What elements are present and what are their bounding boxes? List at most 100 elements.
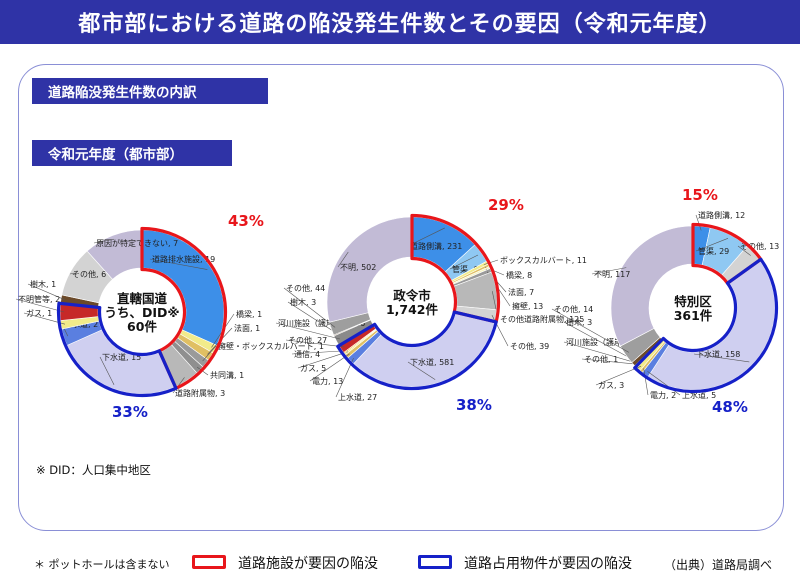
leader-line: [695, 214, 702, 231]
slice-label: その他, 1: [584, 354, 618, 364]
slice-label: その他道路附属物, 125: [500, 314, 584, 324]
leader-line: [15, 298, 65, 313]
occupancy-outline: [56, 301, 178, 398]
center-label: 直轄国道: [117, 291, 168, 306]
leader-line: [591, 267, 627, 275]
leader-line: [291, 350, 348, 355]
slice-label: 共同溝, 1: [210, 370, 244, 380]
leader-line: [563, 341, 639, 364]
slice-label: 道路側溝, 12: [698, 210, 745, 220]
slice-label: その他, 27: [288, 335, 327, 345]
slice-label: 法面, 1: [234, 323, 260, 333]
leader-line: [337, 251, 349, 268]
leader-line: [563, 321, 637, 362]
leader-line: [407, 361, 436, 380]
leader-line: [483, 259, 499, 265]
slice-label: 不明管等, 2: [18, 294, 60, 304]
slice-label: ボックスカルバート, 11: [500, 256, 587, 265]
slice-label: 不明, 117: [594, 270, 630, 279]
occupancy-outline: [336, 310, 498, 391]
slice-label: 上水道, 5: [682, 390, 716, 400]
slice-label: ガス, 5: [300, 363, 326, 373]
leader-line: [93, 238, 115, 244]
center-label: 政令市: [393, 288, 431, 303]
leader-line: [595, 365, 642, 386]
facility-percent: 43%: [228, 212, 264, 230]
leader-line: [693, 353, 750, 363]
slice-label: 樹木, 3: [566, 317, 592, 327]
slice-label: その他, 14: [554, 304, 593, 314]
slice-label: 原因が特定できない, 7: [96, 238, 178, 248]
slice-label: 不明, 502: [340, 263, 376, 272]
leader-line: [737, 245, 751, 256]
page-title: 都市部における道路の陥没発生件数とその要因（令和元年度）: [0, 0, 800, 44]
leader-line: [407, 227, 445, 247]
occupancy-percent: 38%: [456, 396, 492, 414]
slice-label: 下水道, 158: [696, 349, 740, 359]
center-label: 60件: [127, 319, 157, 334]
center-label: 1,742件: [386, 302, 439, 317]
leader-line: [202, 345, 217, 362]
leader-line: [287, 301, 338, 335]
leader-line: [297, 351, 349, 369]
facility-outline: [410, 213, 501, 324]
slice-label: 管渠, 29: [698, 246, 729, 256]
slice-label: 管渠, 66: [452, 264, 483, 274]
slice-label: 道路側溝, 231: [410, 241, 462, 251]
leader-line: [581, 358, 640, 365]
section-label: 道路陥没発生件数の内訳: [32, 78, 268, 104]
slice-label: 下水道, 581: [410, 357, 454, 367]
slice-label: 道路附属物, 3: [175, 388, 225, 398]
slice-label: 下水道, 15: [102, 352, 141, 362]
slice-label: 道路排水施設, 19: [152, 254, 215, 264]
slice-label: 電力, 2: [650, 390, 676, 400]
leader-line: [309, 353, 350, 382]
leader-line: [551, 308, 630, 353]
slice-label: 通信, 4: [294, 349, 320, 359]
leader-line: [283, 287, 336, 328]
leader-line: [99, 356, 115, 385]
slice-label: その他, 44: [286, 283, 325, 293]
slice-label: 樹木, 3: [290, 297, 316, 307]
slice-label: 橋梁, 8: [506, 270, 532, 280]
facility-percent: 29%: [488, 196, 524, 214]
slice-label: ガス, 3: [598, 380, 624, 390]
slice-label: 法面, 7: [508, 287, 534, 297]
occupancy-percent: 33%: [112, 403, 148, 421]
slice-label: その他, 13: [740, 241, 779, 251]
slice-label: 上水道, 27: [338, 392, 377, 402]
slice-label: 橋梁, 1: [236, 309, 262, 319]
center-label: うち、DID※: [104, 305, 179, 320]
bottom-note: ＊ ポットホールは含まない: [34, 558, 170, 571]
slice-label: その他, 6: [72, 269, 106, 279]
leader-line: [275, 322, 341, 340]
slice-label: ガス, 1: [26, 308, 52, 318]
slice-label: 電力, 13: [312, 376, 343, 386]
slice-label: 樹木, 1: [30, 279, 56, 289]
leader-line: [69, 272, 75, 275]
leader-line: [285, 339, 345, 348]
slice-label: 擁壁, 13: [512, 301, 543, 311]
footnote: ※ DID：人口集中地区: [36, 463, 151, 477]
facility-percent: 15%: [682, 186, 718, 204]
sub-label: 令和元年度（都市部）: [32, 140, 232, 166]
center-label: 361件: [674, 308, 713, 323]
leader-line: [27, 283, 66, 301]
legend-label-occupancy: 道路占用物件が要因の陥没: [464, 556, 632, 572]
slice-label: 河川施設（護岸...: [566, 337, 630, 347]
source-note: （出典）道路局調べ: [664, 558, 773, 572]
facility-outline: [140, 226, 228, 390]
occupancy-percent: 48%: [712, 398, 748, 416]
donut-slice: [610, 225, 694, 347]
donut-slice: [326, 216, 413, 323]
slice-label: 河川施設（護岸等）, 36: [278, 318, 365, 328]
leader-line: [643, 368, 649, 396]
slice-label: 擁壁・ボックスカルバート, 1: [218, 341, 324, 351]
leader-line: [695, 238, 729, 252]
leader-line: [149, 258, 208, 270]
donut-slice: [647, 259, 776, 391]
leader-line: [449, 254, 479, 270]
legend-label-facility: 道路施設が要因の陥没: [238, 556, 378, 572]
occupancy-outline: [633, 257, 779, 394]
